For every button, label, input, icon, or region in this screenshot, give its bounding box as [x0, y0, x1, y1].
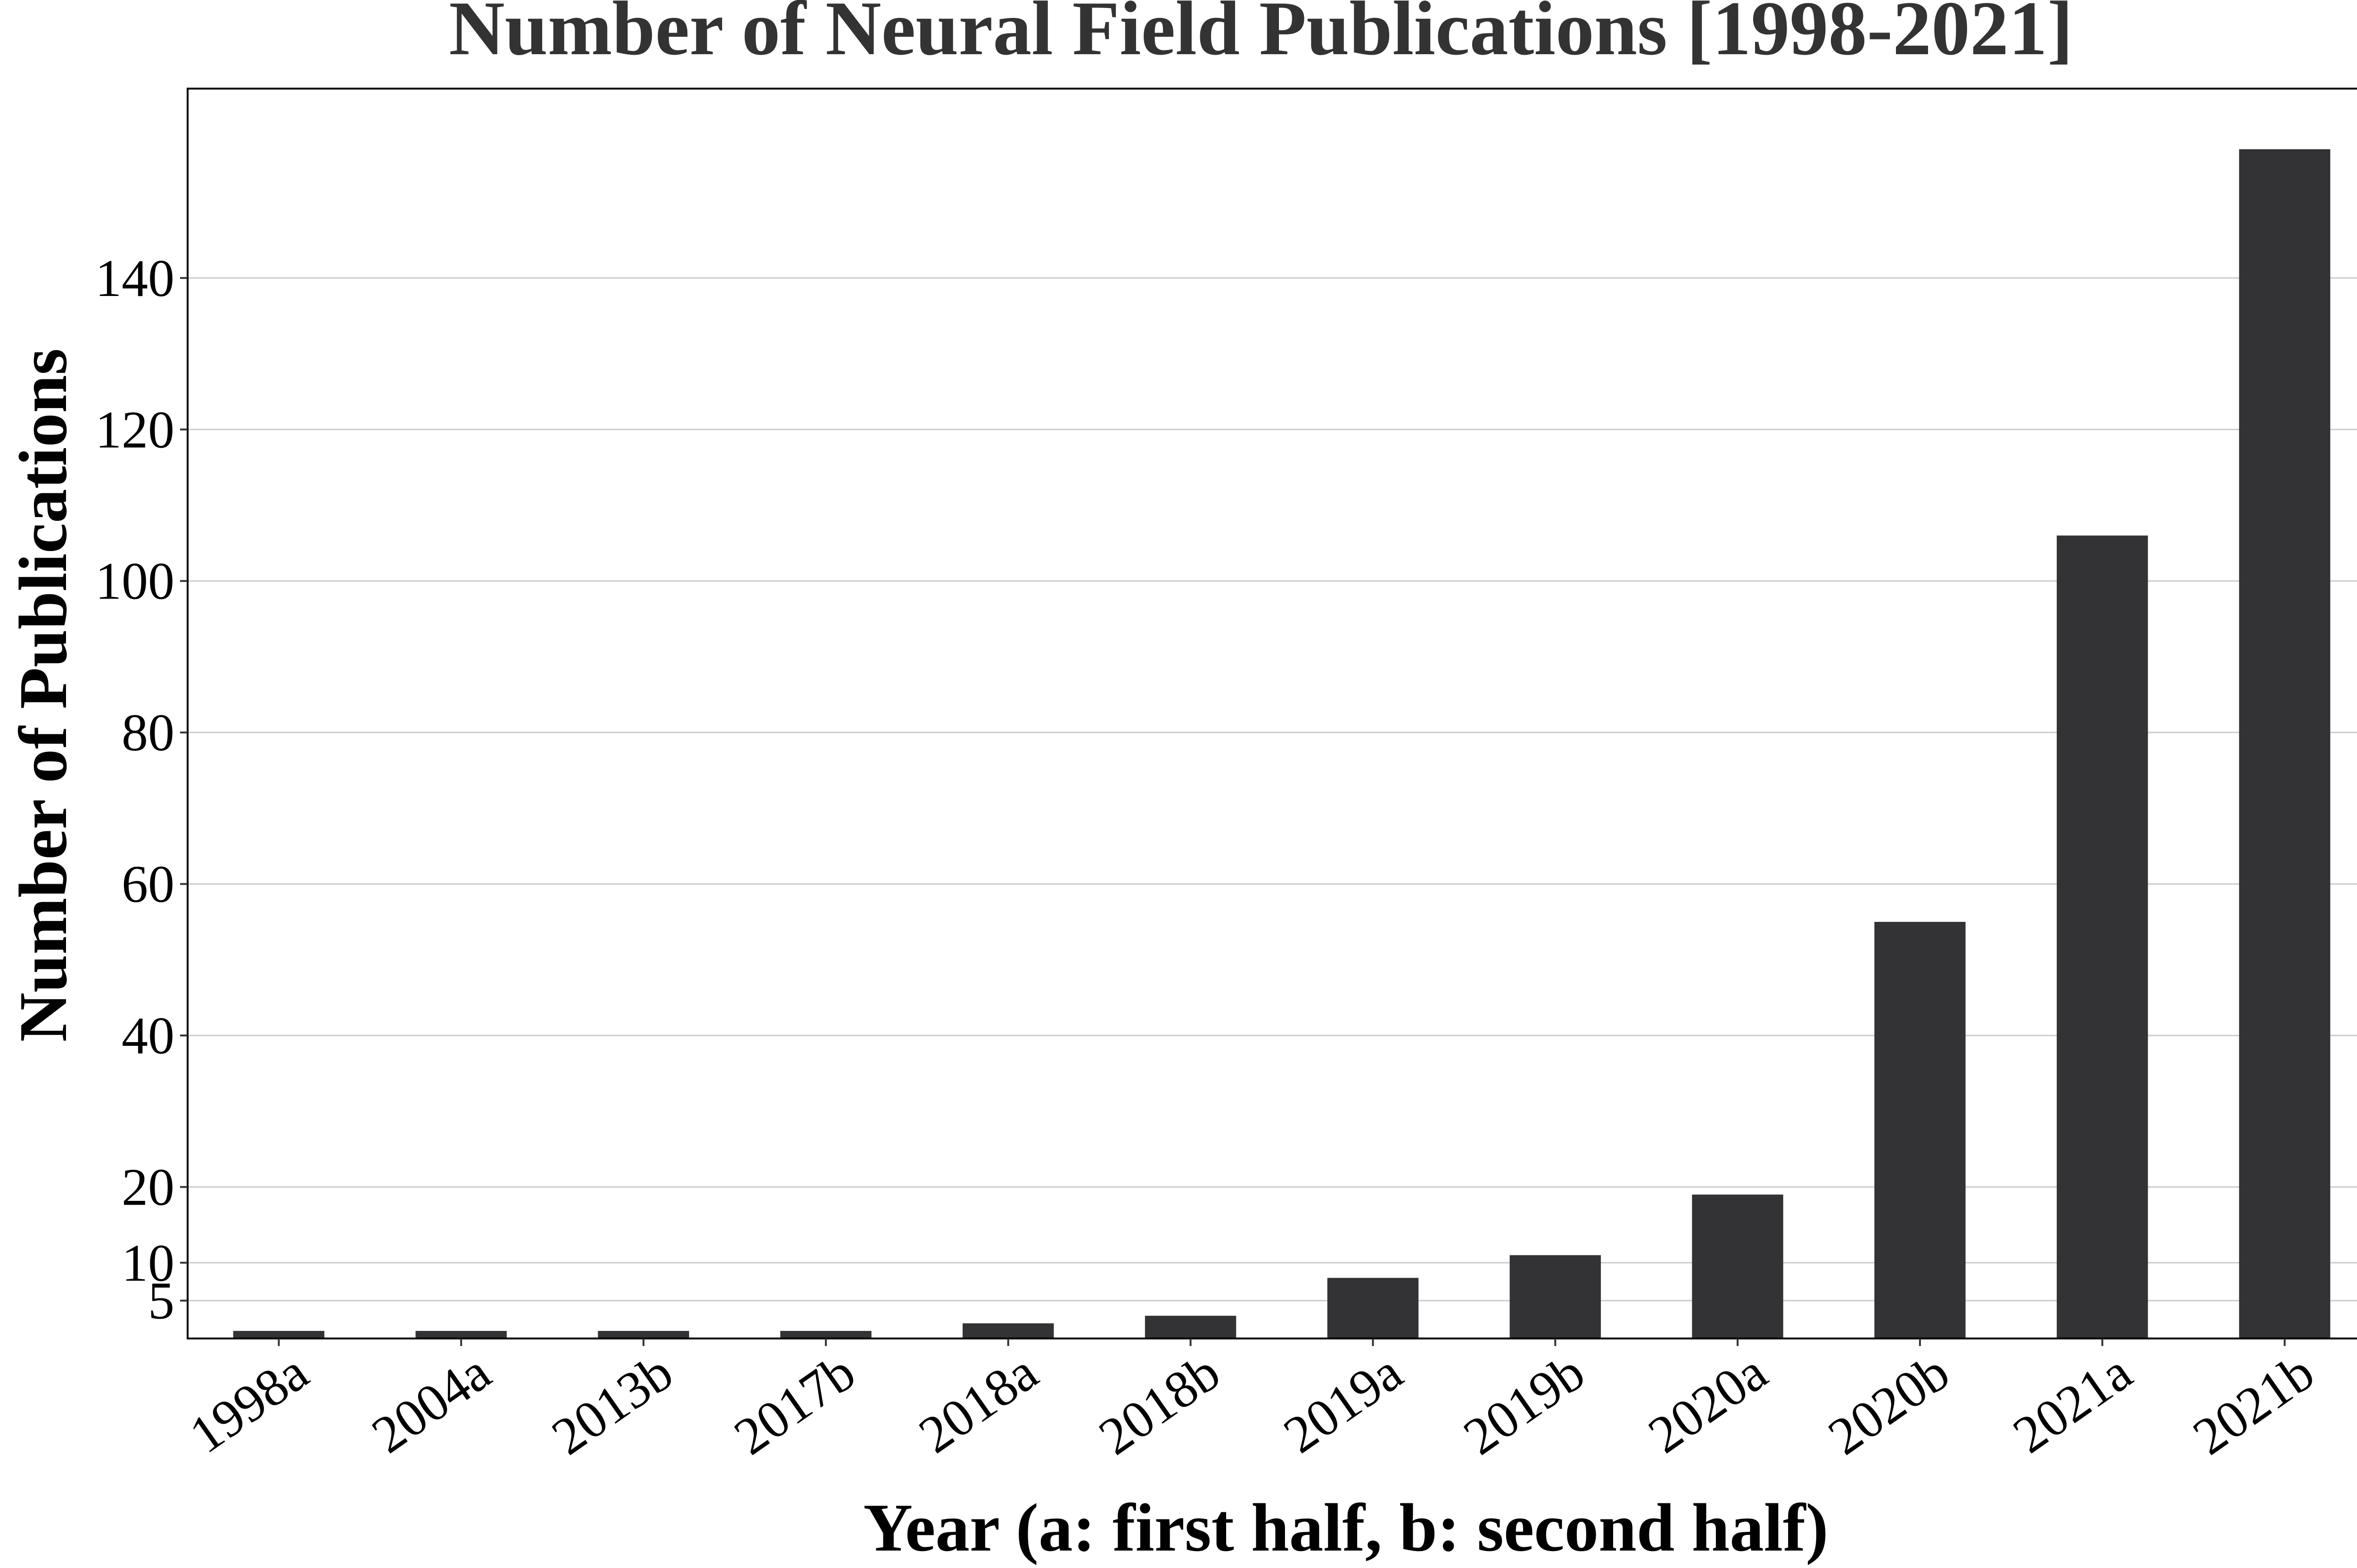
- bar-2019b: [1509, 1255, 1601, 1338]
- y-tick-label: 10: [122, 1234, 174, 1292]
- chart-title: Number of Neural Field Publications [199…: [449, 0, 2073, 71]
- bar-2018b: [1145, 1315, 1236, 1338]
- bar-1998a: [233, 1330, 325, 1338]
- bar-2018a: [963, 1323, 1054, 1338]
- y-tick-label: 120: [95, 401, 174, 459]
- y-tick-label: 60: [122, 855, 174, 914]
- y-tick-label: 40: [122, 1007, 174, 1065]
- bar-2017b: [780, 1330, 872, 1338]
- y-tick-label: 100: [95, 552, 174, 611]
- bar-2019a: [1327, 1278, 1419, 1338]
- bar-2020b: [1874, 922, 1966, 1338]
- y-tick-label: 140: [95, 249, 174, 308]
- y-tick-label: 80: [122, 704, 174, 762]
- grid-lines: [188, 277, 2357, 1302]
- y-tick-label: 5: [148, 1272, 174, 1330]
- bar-2021a: [2057, 535, 2148, 1338]
- y-tick-label: 20: [122, 1158, 174, 1217]
- bar-2021b: [2239, 149, 2331, 1339]
- bar-2004a: [415, 1330, 507, 1338]
- bars: [233, 149, 2331, 1339]
- bar-2013b: [598, 1330, 689, 1338]
- y-axis-label: Number of Publications: [6, 348, 81, 1042]
- y-axis-ticks: 510 20 40 60 80 100 120 140: [95, 249, 188, 1330]
- x-axis-label: Year (a: first half, b: second half): [863, 1490, 1828, 1566]
- plot-frame: [187, 88, 2357, 1339]
- bar-2020a: [1692, 1194, 1783, 1338]
